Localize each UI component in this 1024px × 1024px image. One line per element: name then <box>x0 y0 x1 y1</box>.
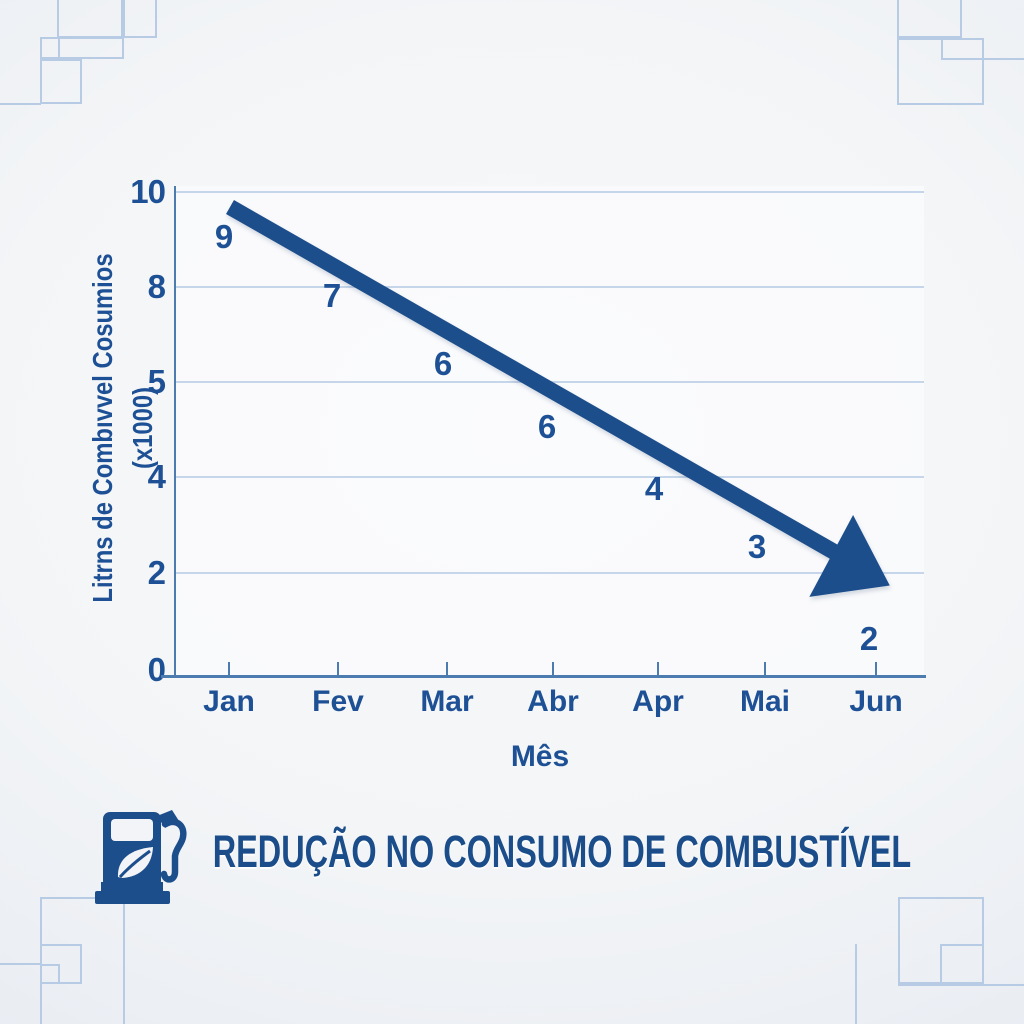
corner-decoration-top-right <box>897 38 984 105</box>
corner-decoration-bottom-right <box>940 944 984 984</box>
corner-decoration-bottom-left <box>40 964 60 984</box>
plot-area <box>175 186 924 677</box>
gridline <box>175 191 924 193</box>
pump-base <box>95 891 170 904</box>
trend-arrow-head <box>809 514 890 597</box>
pump-hose <box>160 818 187 883</box>
x-axis-title: Mês <box>510 740 570 773</box>
gridline <box>175 572 924 574</box>
x-tick-mark <box>228 662 230 678</box>
corner-decoration-bottom-right <box>898 984 1024 986</box>
x-tick-label: Mar <box>420 685 474 718</box>
x-tick-mark <box>764 662 766 678</box>
point-value-label: 9 <box>214 218 234 255</box>
x-tick-label: Jan <box>203 685 255 718</box>
x-axis-line <box>161 675 926 678</box>
y-tick-label: 10 <box>130 173 166 210</box>
corner-decoration-bottom-right <box>855 944 857 1024</box>
y-tick-label: 2 <box>147 554 166 591</box>
y-tick-label: 8 <box>147 268 166 305</box>
y-tick-label: 5 <box>147 363 166 400</box>
point-value-label: 2 <box>859 620 879 657</box>
pump-base-step <box>101 882 163 892</box>
gridline <box>175 286 924 288</box>
x-tick-mark <box>552 662 554 678</box>
x-tick-mark <box>337 662 339 678</box>
y-axis-line <box>174 186 176 678</box>
corner-decoration-top-left <box>40 37 60 59</box>
x-tick-label: Jun <box>849 685 903 718</box>
point-value-label: 3 <box>747 528 767 565</box>
corner-decoration-top-right <box>897 0 962 38</box>
pump-leaf-stem <box>118 849 151 878</box>
y-tick-label: 4 <box>147 458 166 495</box>
x-tick-label: Mai <box>739 685 790 718</box>
trend-arrow-shaft <box>226 200 847 564</box>
point-value-label: 7 <box>322 277 342 314</box>
x-tick-label: Fev <box>312 685 364 718</box>
y-axis-title: Litrns de Combıvvel Cosumios (x1000) <box>87 253 158 603</box>
footer: REDUÇÃO NO CONSUMO DE COMBUSTÍVEL <box>0 800 1024 910</box>
eco-fuel-pump-icon <box>95 810 187 904</box>
corner-decoration-top-left <box>0 103 41 105</box>
gridline <box>175 476 924 478</box>
x-tick-label: Abr <box>527 685 579 718</box>
x-tick-label: Apr <box>632 685 684 718</box>
x-tick-mark <box>446 662 448 678</box>
corner-decoration-top-left <box>123 0 157 38</box>
point-value-label: 6 <box>537 408 557 445</box>
x-tick-mark <box>875 662 877 678</box>
corner-decoration-top-right <box>941 38 984 60</box>
y-tick-label: 0 <box>147 651 166 688</box>
corner-decoration-top-right <box>984 58 1024 60</box>
corner-decoration-top-left <box>40 59 82 104</box>
point-value-label: 6 <box>433 345 453 382</box>
x-tick-mark <box>657 662 659 678</box>
pump-window <box>111 819 153 841</box>
point-value-label: 4 <box>644 470 664 507</box>
corner-decoration-bottom-left <box>0 963 41 965</box>
infographic-title: REDUÇÃO NO CONSUMO DE COMBUSTÍVEL <box>212 826 912 877</box>
